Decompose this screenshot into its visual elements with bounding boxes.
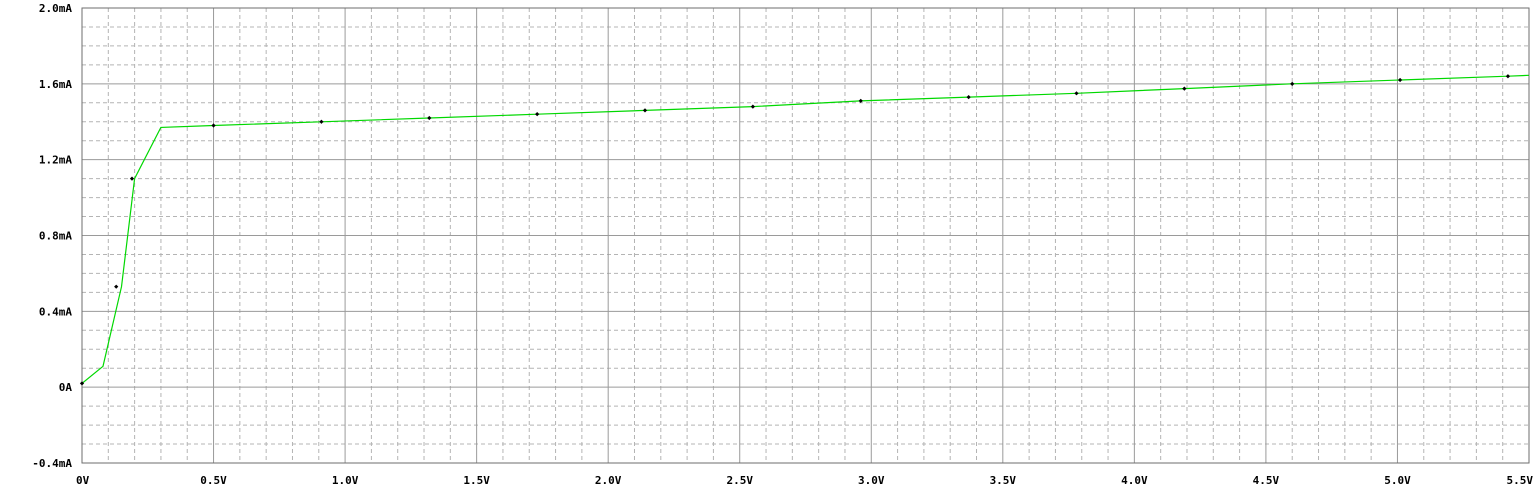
x-tick-label: 4.0V [1121,474,1148,487]
plot-frame [81,7,1530,464]
x-tick-label: 1.0V [332,474,359,487]
data-point [1505,74,1511,79]
data-point [535,112,540,117]
data-point [319,119,324,124]
data-point [129,176,135,181]
data-point [642,108,648,113]
y-tick-label: -0.4mA [32,457,72,470]
x-tick-label: 3.0V [858,474,885,487]
x-tick-label: 1.5V [463,474,490,487]
x-tick-label: 4.5V [1253,474,1280,487]
marker-layer [79,74,1511,386]
x-tick-label: 0V [76,474,90,487]
data-point [1074,91,1079,96]
data-point [427,115,432,121]
major-grid [81,7,1530,464]
x-tick-label: 0.5V [200,474,227,487]
x-tick-label: 3.5V [990,474,1017,487]
y-tick-label: 0A [59,381,73,394]
data-point [114,284,119,289]
y-tick-label: 2.0mA [39,2,72,15]
data-point [750,104,756,109]
x-tick-label: 5.0V [1384,474,1411,487]
y-tick-label: 1.6mA [39,78,72,91]
x-tick-label: 2.5V [726,474,753,487]
data-point [966,94,971,100]
data-point [1397,77,1403,83]
y-tick-label: 1.2mA [39,154,72,167]
x-axis-ticks: 0V 0.5V 1.0V 1.5V 2.0V 2.5V 3.0V 3.5V 4.0V 4.5V 5.… [76,474,1533,487]
data-point [1290,81,1295,86]
x-tick-label: 2.0V [595,474,622,487]
x-tick-label: 5.5V [1507,474,1534,487]
data-point [1182,86,1187,91]
data-point [211,123,216,128]
y-tick-label: 0.4mA [39,305,72,318]
y-tick-label: 0.8mA [39,230,72,243]
y-axis-ticks: 2.0mA 1.6mA 1.2mA 0.8mA 0.4mA 0A -0.4mA [32,2,72,470]
